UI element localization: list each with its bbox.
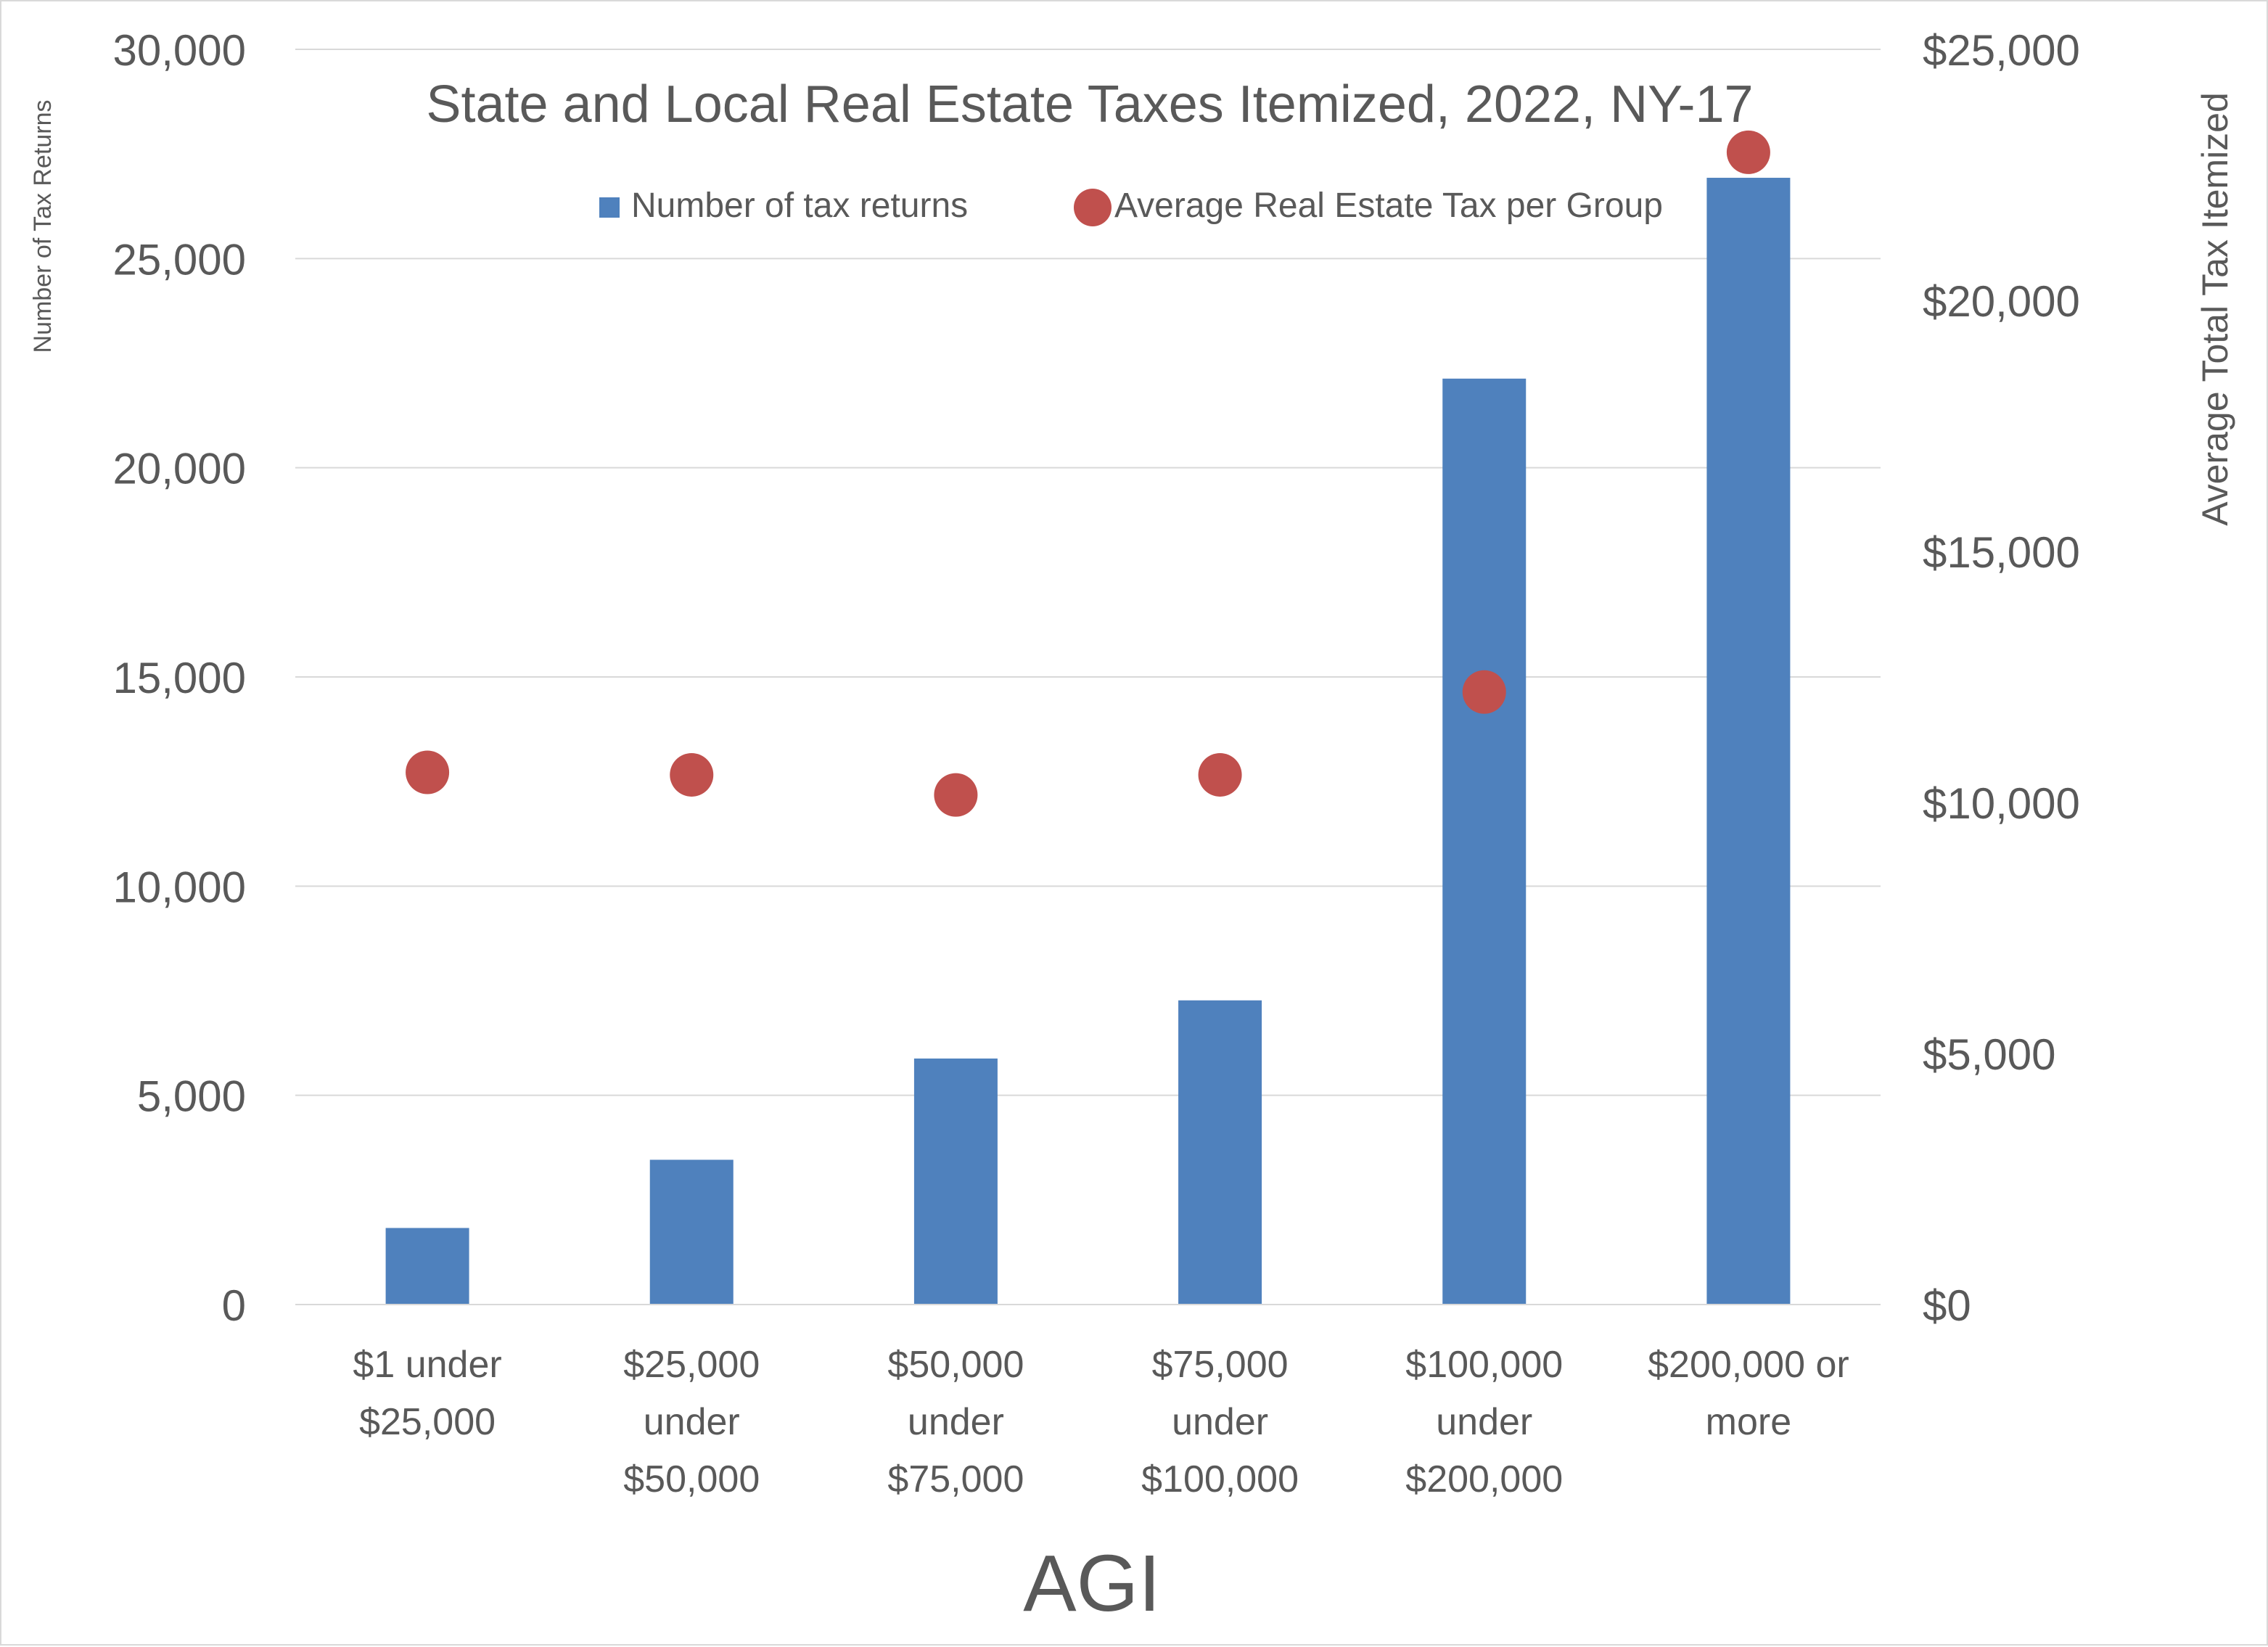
bar	[1442, 378, 1527, 1305]
y2-tick-label: $25,000	[1923, 26, 2080, 75]
y2-tick-label: $15,000	[1923, 528, 2080, 577]
bar	[385, 1228, 469, 1305]
y2-axis-title: Average Total Tax Itemized	[2195, 92, 2235, 526]
scatter-point	[934, 773, 978, 817]
y2-tick-label: $0	[1923, 1281, 1971, 1330]
scatter-series-average-real-estate-tax	[406, 130, 1770, 817]
legend-swatch-average-real-estate-tax	[1074, 189, 1112, 226]
scatter-point	[670, 752, 714, 797]
x-tick-label: $100,000 under $200,000	[1405, 1344, 1563, 1500]
x-tick-label: $50,000 under $75,000	[887, 1344, 1024, 1500]
x-axis-title: AGI	[1023, 1539, 1161, 1628]
y2-tick-label: $5,000	[1923, 1030, 2056, 1079]
bar	[1706, 178, 1791, 1305]
scatter-point	[1726, 130, 1770, 174]
y-tick-label: 30,000	[112, 26, 246, 75]
legend: Number of tax returns Average Real Estat…	[599, 186, 1663, 226]
y-tick-label: 5,000	[137, 1072, 246, 1121]
x-tick-label: $200,000 or more	[1648, 1344, 1849, 1443]
scatter-point	[1198, 752, 1242, 797]
chart-labels: State and Local Real Estate Taxes Itemiz…	[29, 75, 2235, 1628]
x-tick-label: $25,000 under $50,000	[623, 1344, 760, 1500]
legend-label-number-of-tax-returns: Number of tax returns	[631, 186, 968, 225]
bar	[913, 1058, 998, 1305]
y-tick-label: 20,000	[112, 445, 246, 493]
bar	[649, 1159, 734, 1305]
axes: 0 5,000 10,000 15,000 20,000 25,000 30,000 $0 $5…	[112, 26, 2079, 1500]
scatter-point	[406, 750, 450, 794]
y-tick-label: 10,000	[112, 863, 246, 911]
y2-tick-label: $10,000	[1923, 779, 2080, 828]
scatter-point	[1462, 670, 1506, 714]
y-tick-label: 25,000	[112, 235, 246, 284]
y-tick-label: 0	[222, 1281, 246, 1330]
bar	[1178, 1000, 1262, 1305]
legend-label-average-real-estate-tax: Average Real Estate Tax per Group	[1114, 186, 1663, 225]
gridlines	[295, 49, 1881, 1096]
legend-swatch-number-of-tax-returns	[599, 197, 620, 218]
x-tick-label: $1 under $25,000	[353, 1344, 501, 1443]
y-tick-label: 15,000	[112, 654, 246, 702]
y-axis-title: Number of Tax Returns	[29, 100, 57, 353]
y2-tick-label: $20,000	[1923, 277, 2080, 326]
chart-title: State and Local Real Estate Taxes Itemiz…	[426, 75, 1753, 134]
x-tick-label: $75,000 under $100,000	[1141, 1344, 1299, 1500]
bar-series-number-of-tax-returns	[385, 178, 1791, 1305]
